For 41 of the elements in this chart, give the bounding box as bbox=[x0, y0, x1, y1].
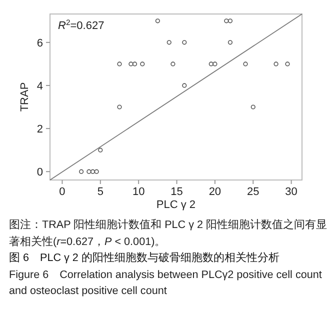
point bbox=[140, 62, 145, 66]
point bbox=[212, 62, 218, 66]
point bbox=[155, 18, 160, 24]
text: 图注：TRAP 阳性细胞计数值和 PLC γ 2 阳性细胞计数值之间有显著相关性(r=0.627，P < 0.001)。 bbox=[9, 219, 328, 248]
point bbox=[117, 104, 122, 110]
point bbox=[170, 62, 176, 66]
annotation: R$^{2}$=0.627 bbox=[58, 18, 104, 32]
y-tick-label: 4 bbox=[36, 80, 43, 92]
point bbox=[166, 40, 172, 45]
point bbox=[250, 104, 256, 110]
y-axis-title: TRAP bbox=[19, 82, 31, 112]
x-tick-label: 30 bbox=[285, 186, 298, 198]
point bbox=[224, 18, 229, 24]
point bbox=[86, 169, 92, 174]
point bbox=[117, 62, 122, 66]
point bbox=[228, 40, 233, 45]
point bbox=[228, 18, 233, 24]
point bbox=[98, 148, 103, 152]
x-tick-label: 10 bbox=[132, 186, 145, 198]
point bbox=[79, 169, 84, 174]
point bbox=[243, 62, 248, 66]
x-tick-label: 5 bbox=[97, 186, 104, 198]
point bbox=[285, 62, 290, 66]
x-tick-label: 15 bbox=[170, 186, 183, 198]
point bbox=[274, 62, 278, 66]
point bbox=[128, 62, 134, 66]
x-tick-label: 0 bbox=[59, 186, 66, 198]
x-tick-label: 20 bbox=[208, 186, 222, 198]
point bbox=[90, 169, 96, 174]
x-axis-title: PLC γ 2 bbox=[156, 199, 196, 211]
point bbox=[132, 62, 138, 66]
y-tick-label: 6 bbox=[36, 37, 43, 50]
y-tick-label: 2 bbox=[36, 124, 43, 136]
text: 图 6 PLC γ 2 的阳性细胞数与破骨细胞数的相关性分析 bbox=[9, 252, 280, 264]
x-tick-label: 25 bbox=[247, 186, 260, 198]
point bbox=[94, 169, 99, 174]
text: Figure 6 Correlation analysis between PLCγ2 positive cell count and osteoclast positive cell count bbox=[9, 268, 322, 297]
point bbox=[208, 62, 214, 66]
point bbox=[182, 83, 187, 88]
y-tick-label: 0 bbox=[36, 166, 43, 179]
point bbox=[182, 40, 187, 45]
